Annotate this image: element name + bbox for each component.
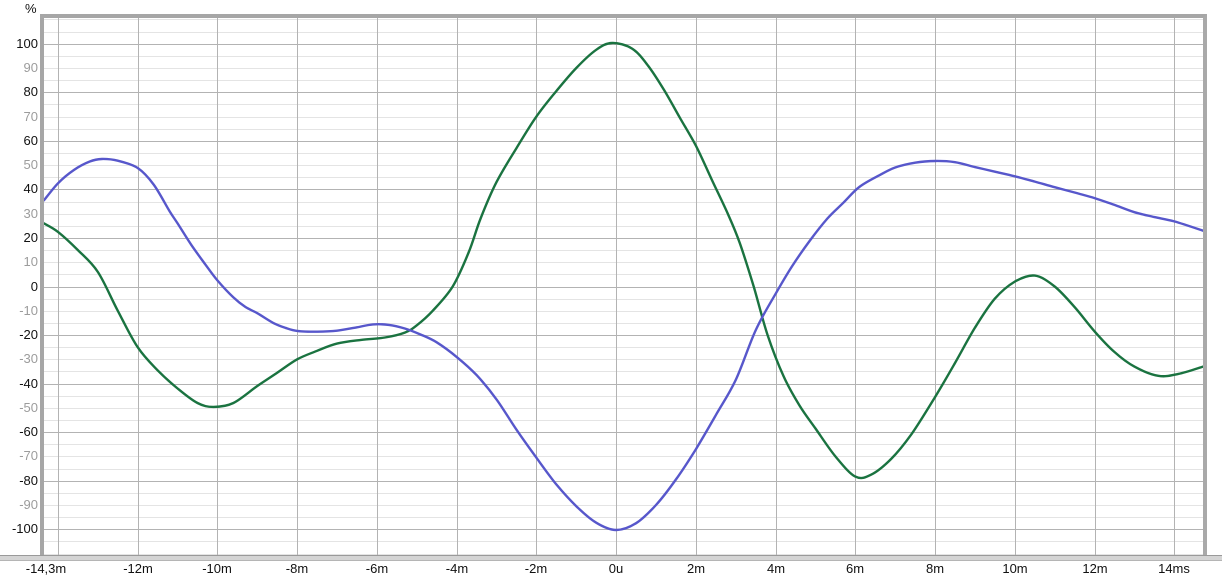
- y-tick-label: 30: [23, 206, 38, 221]
- x-tick-label: 14ms: [1158, 561, 1190, 576]
- y-tick-label: -100: [11, 521, 38, 536]
- x-tick-label: -14,3m: [25, 561, 67, 576]
- x-tick-label: -6m: [365, 561, 389, 576]
- y-tick-label: -10: [19, 303, 38, 318]
- x-tick-label: -12m: [123, 561, 153, 576]
- y-tick-label: -40: [19, 376, 38, 391]
- x-tick-label: -2m: [524, 561, 548, 576]
- x-tick-label: 8m: [925, 561, 945, 576]
- y-tick-label: 90: [23, 60, 38, 75]
- x-tick-label: 12m: [1082, 561, 1108, 576]
- y-tick-label: -50: [19, 400, 38, 415]
- y-tick-label: 70: [23, 109, 38, 124]
- y-tick-label: 20: [23, 230, 38, 245]
- y-tick-label: -80: [19, 473, 38, 488]
- plot-area[interactable]: [40, 14, 1207, 555]
- y-tick-label: -70: [19, 448, 38, 463]
- x-tick-label: 6m: [845, 561, 865, 576]
- x-tick-label: -8m: [285, 561, 309, 576]
- plot-svg: [44, 18, 1203, 555]
- bottom-separator: [0, 555, 1222, 561]
- x-tick-label: 4m: [766, 561, 786, 576]
- y-tick-label: 80: [23, 84, 38, 99]
- x-tick-label: 0u: [608, 561, 624, 576]
- y-tick-label: 40: [23, 181, 38, 196]
- y-tick-label: -90: [19, 497, 38, 512]
- y-tick-label: 0: [30, 279, 38, 294]
- y-tick-label: -60: [19, 424, 38, 439]
- y-tick-label: 10: [23, 254, 38, 269]
- x-tick-label: -4m: [445, 561, 469, 576]
- y-tick-label: 100: [16, 36, 38, 51]
- series-path-blue-curve: [44, 157, 1203, 532]
- y-tick-label: -30: [19, 351, 38, 366]
- y-tick-label: 60: [23, 133, 38, 148]
- y-tick-label: -20: [19, 327, 38, 342]
- x-tick-label: 2m: [686, 561, 706, 576]
- y-axis-unit-label: %: [25, 1, 37, 16]
- x-tick-label: 10m: [1002, 561, 1028, 576]
- y-tick-label: 50: [23, 157, 38, 172]
- x-tick-label: -10m: [202, 561, 232, 576]
- series-path-green-curve: [44, 41, 1203, 480]
